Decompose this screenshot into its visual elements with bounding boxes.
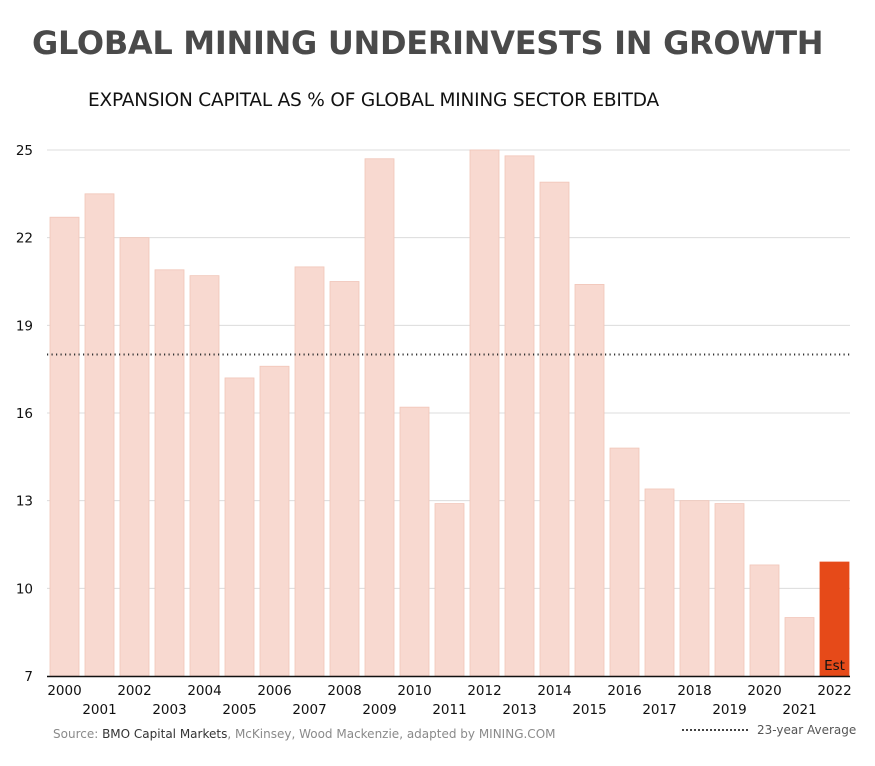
bar-2016 (609, 447, 640, 677)
bar-2015 (574, 284, 605, 677)
bar-2020 (749, 564, 780, 677)
y-axis-ticks: 7 10 13 16 19 22 25 (16, 143, 33, 685)
y-tick-label: 7 (24, 669, 33, 685)
x-tick-label: 2017 (642, 702, 676, 718)
estimate-label: Est (824, 658, 845, 674)
x-tick-label: 2018 (677, 683, 711, 699)
bar-2021 (784, 617, 815, 677)
y-tick-label: 16 (16, 406, 33, 422)
y-tick-label: 19 (16, 318, 33, 334)
x-tick-label: 2004 (187, 683, 221, 699)
x-tick-label: 2010 (397, 683, 431, 699)
source-note: Source: BMO Capital Markets, McKinsey, W… (53, 727, 556, 741)
legend: 23-year Average (682, 723, 856, 737)
bar-2001 (84, 193, 115, 677)
bar-2006 (259, 365, 290, 677)
x-tick-label: 2015 (572, 702, 606, 718)
x-tick-label: 2007 (292, 702, 326, 718)
x-tick-label: 2012 (467, 683, 501, 699)
x-tick-label: 2014 (537, 683, 571, 699)
bar-2019 (714, 503, 745, 677)
bar-2010 (399, 406, 430, 677)
x-tick-label: 2019 (712, 702, 746, 718)
bar-2018 (679, 500, 710, 677)
x-tick-label: 2013 (502, 702, 536, 718)
y-tick-label: 25 (16, 143, 33, 159)
bar-2007 (294, 266, 325, 677)
legend-label-average: 23-year Average (757, 723, 857, 737)
source-rest: , McKinsey, Wood Mackenzie, adapted by M… (227, 727, 556, 741)
x-tick-label: 2002 (117, 683, 151, 699)
x-tick-label: 2022 (817, 683, 851, 699)
chart-subtitle: EXPANSION CAPITAL AS % OF GLOBAL MINING … (88, 90, 659, 111)
x-tick-label: 2003 (152, 702, 186, 718)
bars: Est (49, 149, 850, 677)
x-tick-label: 2016 (607, 683, 641, 699)
bar-2012 (469, 149, 500, 677)
chart-title: GLOBAL MINING UNDERINVESTS IN GROWTH (32, 24, 824, 62)
bar-2005 (224, 377, 255, 677)
bar-2008 (329, 281, 360, 677)
y-tick-label: 22 (16, 231, 33, 247)
x-tick-label: 2001 (82, 702, 116, 718)
x-axis-labels: 2000200120022003200420052006200720082009… (47, 683, 851, 718)
bar-2003 (154, 269, 185, 677)
source-link-bmo[interactable]: BMO Capital Markets (102, 727, 228, 741)
bar-2004 (189, 275, 220, 677)
x-tick-label: 2006 (257, 683, 291, 699)
bar-2009 (364, 158, 395, 677)
x-tick-label: 2000 (47, 683, 81, 699)
y-tick-label: 10 (16, 581, 33, 597)
bar-2002 (119, 237, 150, 677)
bar-2017 (644, 488, 675, 677)
x-tick-label: 2021 (782, 702, 816, 718)
bar-2022 (819, 561, 850, 677)
dotted-line-legend-icon (682, 729, 748, 731)
source-prefix: Source: (53, 727, 103, 741)
bar-2000 (49, 216, 80, 677)
x-tick-label: 2008 (327, 683, 361, 699)
x-tick-label: 2005 (222, 702, 256, 718)
x-tick-label: 2009 (362, 702, 396, 718)
bar-2014 (539, 181, 570, 677)
x-tick-label: 2020 (747, 683, 781, 699)
bar-2013 (504, 155, 535, 677)
x-tick-label: 2011 (432, 702, 466, 718)
bar-2011 (434, 503, 465, 677)
y-tick-label: 13 (16, 494, 33, 510)
